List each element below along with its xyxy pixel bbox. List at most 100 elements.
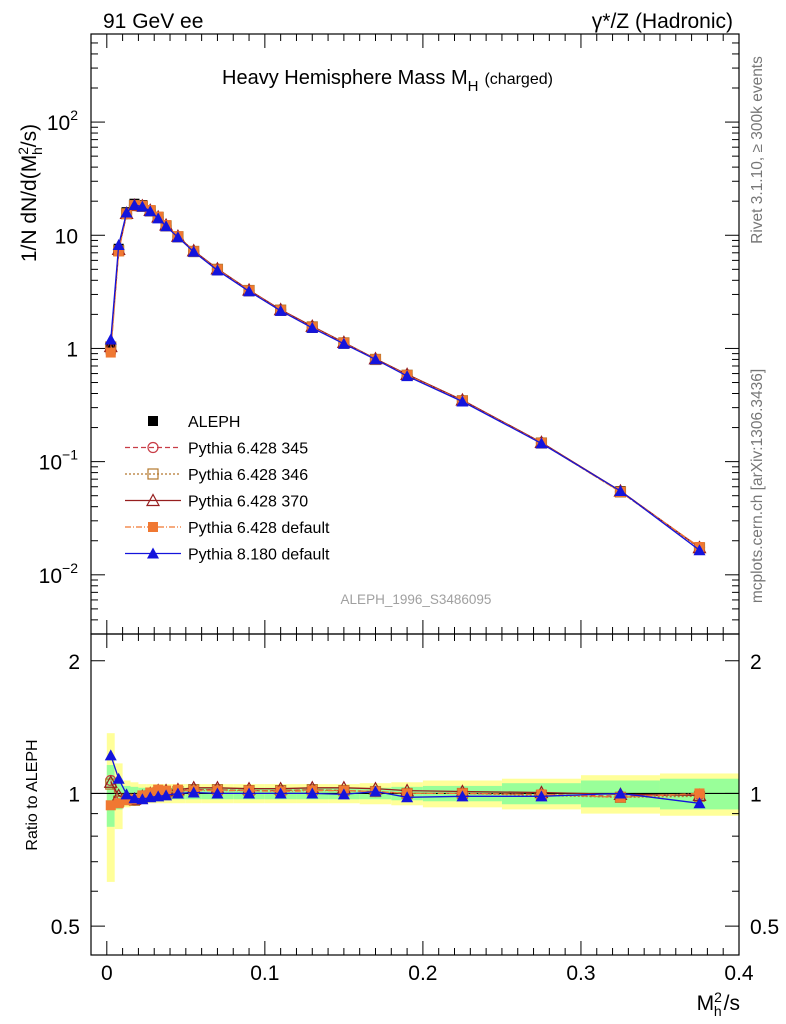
ratio-data-point bbox=[694, 788, 705, 799]
main-y-tick-label: 102 bbox=[47, 107, 78, 135]
plot-title-main: Heavy Hemisphere Mass M bbox=[222, 67, 468, 89]
main-frame bbox=[90, 33, 740, 635]
main-data-point bbox=[104, 333, 117, 345]
main-panel: 10−2 10−1 1 10 102 Heavy Hemisphere Mass MH (… bbox=[15, 33, 740, 635]
mcplots-label: mcplots.cern.ch [arXiv:1306.3436] bbox=[749, 369, 766, 603]
ratio-y-tick-label-right: 2 bbox=[750, 651, 762, 674]
ratio-y-label: Ratio to ALEPH bbox=[24, 739, 41, 850]
x-axis-label: M2 h/s bbox=[697, 989, 740, 1019]
main-data-point bbox=[211, 264, 224, 276]
main-data-point bbox=[614, 485, 627, 497]
ratio-data-point bbox=[187, 786, 200, 798]
ratio-data-point bbox=[401, 791, 414, 803]
ratio-data-point bbox=[171, 787, 184, 799]
main-data-point bbox=[187, 245, 200, 257]
main-series bbox=[104, 199, 706, 556]
ratio-data-point bbox=[535, 790, 548, 802]
x-tick-label: 0.3 bbox=[566, 962, 595, 985]
ratio-y-tick-label-right: 0.5 bbox=[750, 916, 779, 939]
ratio-data-point bbox=[693, 797, 706, 809]
legend-entry: Pythia 6.428 370 bbox=[125, 493, 308, 511]
main-data-point bbox=[535, 437, 548, 449]
ratio-y-tick-label: 0.5 bbox=[51, 916, 80, 939]
ratio-data-point bbox=[120, 788, 133, 800]
main-axis-ticks: 10−2 10−1 1 10 102 bbox=[39, 33, 740, 635]
legend-marker bbox=[148, 416, 158, 426]
main-data-point bbox=[306, 321, 319, 333]
legend: ALEPH Pythia 6.428 345 Pythia 6.428 346 Pyt… bbox=[125, 414, 330, 564]
x-tick-label: 0.4 bbox=[724, 962, 754, 985]
main-data-point bbox=[693, 544, 706, 556]
ratio-data-point bbox=[105, 800, 116, 811]
main-data-point bbox=[456, 395, 469, 407]
ratio-data-point bbox=[306, 787, 319, 799]
ratio-data-point bbox=[456, 790, 469, 802]
ratio-y-tick-label: 2 bbox=[68, 651, 80, 674]
legend-entry: Pythia 6.428 345 bbox=[125, 441, 308, 458]
ratio-data-point bbox=[274, 787, 287, 799]
main-data-point bbox=[152, 212, 165, 224]
legend-marker bbox=[147, 468, 159, 480]
plot-title-sub: H bbox=[468, 78, 479, 95]
main-data-point bbox=[112, 239, 125, 251]
legend-marker bbox=[147, 441, 159, 454]
ratio-band-inner bbox=[106, 765, 115, 827]
x-tick-label: 0.2 bbox=[408, 962, 437, 985]
ratio-panel: 0.5 0.5 1 1 2 2 0 0.1 0.2 0.3 0.4 Ratio to ALEPH M… bbox=[24, 633, 779, 1019]
main-data-point bbox=[243, 285, 256, 297]
ratio-series bbox=[104, 749, 706, 809]
legend-label: Pythia 6.428 default bbox=[188, 520, 330, 537]
ratio-uncertainty-bands bbox=[91, 733, 739, 882]
legend-marker bbox=[145, 493, 161, 507]
main-data-point bbox=[144, 205, 157, 217]
plot-title-suffix: (charged) bbox=[484, 71, 552, 88]
ratio-y-tick-label-right: 1 bbox=[750, 783, 762, 806]
ratio-data-point bbox=[121, 795, 132, 806]
ratio-data-point bbox=[112, 772, 125, 784]
legend-entry: Pythia 6.428 346 bbox=[125, 467, 308, 484]
ratio-data-point bbox=[369, 785, 382, 797]
main-data-point bbox=[337, 337, 350, 349]
main-data-point bbox=[171, 231, 184, 243]
legend-entry: Pythia 8.180 default bbox=[125, 547, 330, 564]
ratio-axis-ticks: 0.5 0.5 1 1 2 2 0 0.1 0.2 0.3 0.4 bbox=[51, 634, 779, 985]
main-data-point bbox=[160, 220, 173, 232]
ratio-data-point bbox=[211, 787, 224, 799]
main-data-point bbox=[120, 206, 133, 218]
ratio-y-tick-label: 1 bbox=[68, 783, 80, 806]
main-data-point bbox=[274, 304, 287, 316]
main-y-tick-label: 10−2 bbox=[39, 560, 79, 588]
ratio-data-point bbox=[128, 792, 141, 804]
header-right: γ*/Z (Hadronic) bbox=[592, 10, 733, 33]
main-y-label: 1/N dN/d(M2h/s) bbox=[15, 124, 45, 262]
main-y-tick-label: 10 bbox=[55, 225, 78, 248]
legend-entry: ALEPH bbox=[148, 414, 240, 431]
ratio-band-inner bbox=[114, 778, 123, 810]
ratio-data-point bbox=[337, 788, 350, 800]
main-y-tick-label: 1 bbox=[66, 338, 78, 361]
main-y-tick-label: 10−1 bbox=[39, 447, 79, 475]
header-left: 91 GeV ee bbox=[103, 10, 203, 33]
legend-entry: Pythia 6.428 default bbox=[125, 520, 330, 537]
legend-marker bbox=[147, 547, 159, 559]
main-data-point bbox=[128, 199, 141, 211]
ratio-frame bbox=[90, 633, 740, 956]
main-data-point bbox=[401, 370, 414, 382]
legend-label: Pythia 8.180 default bbox=[188, 547, 330, 564]
legend-label: Pythia 6.428 345 bbox=[188, 441, 308, 458]
x-tick-label: 0.1 bbox=[250, 962, 279, 985]
rivet-label: Rivet 3.1.10, ≥ 300k events bbox=[749, 56, 766, 244]
analysis-watermark: ALEPH_1996_S3486095 bbox=[341, 592, 492, 607]
ratio-data-point bbox=[153, 784, 164, 795]
ratio-data-point bbox=[104, 749, 117, 761]
ratio-data-point bbox=[160, 789, 173, 801]
ratio-data-point bbox=[113, 798, 124, 809]
ratio-plot-content bbox=[103, 749, 707, 811]
main-data-point bbox=[105, 347, 116, 358]
ratio-data-point bbox=[243, 787, 256, 799]
ratio-data-point bbox=[614, 787, 627, 799]
main-data-point bbox=[369, 353, 382, 365]
x-tick-label: 0 bbox=[101, 962, 113, 985]
legend-label: Pythia 6.428 346 bbox=[188, 467, 308, 484]
